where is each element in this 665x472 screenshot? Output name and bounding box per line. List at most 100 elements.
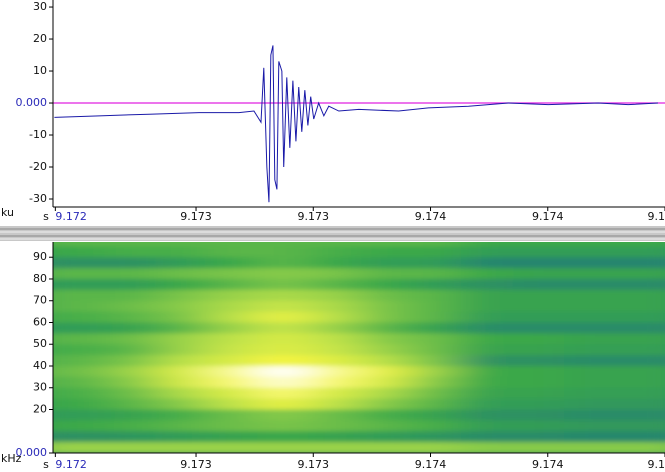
- spectrogram-cell: [409, 246, 462, 258]
- spectrogram-cell: [613, 420, 665, 432]
- spectrogram-cell: [409, 257, 462, 269]
- spectrogram-cell: [409, 268, 462, 280]
- spectrogram-cell: [205, 278, 258, 291]
- spectrogram-cell: [461, 300, 514, 313]
- spectrogram-cell: [360, 257, 413, 269]
- spectrogram-cell: [409, 242, 462, 247]
- spectrogram-cell: [564, 344, 617, 356]
- y-tick-label: -10: [29, 128, 47, 141]
- spectrogram-cell: [512, 333, 565, 345]
- spectrogram-cell: [512, 398, 565, 410]
- spectrogram-cell: [461, 442, 514, 453]
- spectrogram-cell: [461, 420, 514, 432]
- spectrogram-cell: [104, 365, 157, 378]
- spectrogram-cell: [156, 246, 209, 258]
- x-tick-label: 9.174: [532, 210, 564, 223]
- y-tick-label: -30: [29, 192, 47, 205]
- spectrogram-cell: [308, 300, 361, 313]
- spectrogram-cell: [512, 365, 565, 378]
- spectrogram-cell: [461, 344, 514, 356]
- spectrogram-cell: [156, 300, 209, 313]
- x-tick-label: 9.173: [298, 458, 330, 471]
- spectrogram-cell: [308, 376, 361, 389]
- spectrogram-cell: [104, 333, 157, 345]
- spectrogram-cell: [156, 268, 209, 280]
- spectrogram-cell: [360, 246, 413, 258]
- spectrogram-cell: [53, 333, 106, 345]
- spectrogram-cell: [360, 431, 413, 443]
- y-tick-label: 50: [33, 337, 47, 350]
- spectrogram-cell: [308, 246, 361, 258]
- x-tick-label: 9.173: [180, 458, 212, 471]
- spectrogram-cell: [53, 420, 106, 432]
- x-tick-label: 9.172: [55, 210, 87, 223]
- spectrogram-cell: [205, 409, 258, 421]
- spectrogram-cell: [564, 376, 617, 389]
- spectrogram-cell: [156, 431, 209, 443]
- spectrogram-cell: [308, 322, 361, 334]
- spectrogram-cell: [613, 246, 665, 258]
- spectrogram-cell: [512, 289, 565, 302]
- spectrogram-cell: [257, 431, 310, 443]
- spectrogram-cell: [156, 387, 209, 400]
- spectrogram-cell: [564, 268, 617, 280]
- spectrogram-cell: [512, 355, 565, 367]
- spectrogram-cell: [257, 376, 310, 389]
- spectrogram-cell: [104, 398, 157, 410]
- x-tick-label: 9.174: [415, 210, 447, 223]
- spectrogram-cell: [461, 376, 514, 389]
- spectrogram-cell: [53, 431, 106, 443]
- spectrogram-cell: [257, 442, 310, 453]
- spectrogram-cell: [104, 431, 157, 443]
- spectrogram-cell: [156, 289, 209, 302]
- spectrogram-cell: [104, 376, 157, 389]
- x-tick-label: 9.173: [298, 210, 330, 223]
- spectrogram-cell: [156, 311, 209, 323]
- spectrogram-cell: [53, 242, 106, 247]
- spectrogram-cell: [104, 278, 157, 291]
- spectrogram-cell: [205, 442, 258, 453]
- spectrogram-cell: [205, 344, 258, 356]
- spectrogram-cell: [156, 442, 209, 453]
- spectrogram-cell: [156, 242, 209, 247]
- spectrogram-cell: [308, 278, 361, 291]
- panel-divider[interactable]: [0, 226, 665, 241]
- spectrogram-cell: [564, 355, 617, 367]
- spectrogram-cell: [53, 268, 106, 280]
- spectrogram-cell: [257, 257, 310, 269]
- spectrogram-cell: [564, 420, 617, 432]
- y-tick-label: 80: [33, 272, 47, 285]
- spectrogram-cell: [512, 376, 565, 389]
- y-tick-label: 30: [33, 381, 47, 394]
- spectrogram-cell: [257, 420, 310, 432]
- spectrogram-cell: [156, 365, 209, 378]
- spectrogram-cell: [613, 365, 665, 378]
- spectrogram-cell: [409, 300, 462, 313]
- spectrogram-cell: [205, 300, 258, 313]
- spectrogram-cell: [613, 300, 665, 313]
- spectrogram-cell: [564, 398, 617, 410]
- spectrogram-cell: [512, 387, 565, 400]
- spectrogram-cell: [308, 420, 361, 432]
- spectrogram-cell: [564, 365, 617, 378]
- spectrogram-cell: [53, 246, 106, 258]
- spectrogram-cell: [409, 311, 462, 323]
- spectrogram-cell: [308, 268, 361, 280]
- spectrogram-cell: [512, 311, 565, 323]
- spectrogram-cell: [308, 289, 361, 302]
- spectrogram-cell: [53, 322, 106, 334]
- spectrogram-cell: [461, 311, 514, 323]
- spectrogram-cell: [613, 278, 665, 291]
- spectrogram-cell: [104, 322, 157, 334]
- spectrogram-cell: [308, 344, 361, 356]
- waveform: [53, 45, 665, 203]
- spectrogram-cell: [613, 268, 665, 280]
- spectrogram-cell: [257, 365, 310, 378]
- spectrogram-cell: [409, 333, 462, 345]
- spectrogram-cell: [308, 398, 361, 410]
- spectrogram-cell: [156, 344, 209, 356]
- spectrogram-cell: [205, 311, 258, 323]
- y-tick-label: 20: [33, 402, 47, 415]
- spectrogram-cell: [564, 300, 617, 313]
- spectrogram-cell: [461, 387, 514, 400]
